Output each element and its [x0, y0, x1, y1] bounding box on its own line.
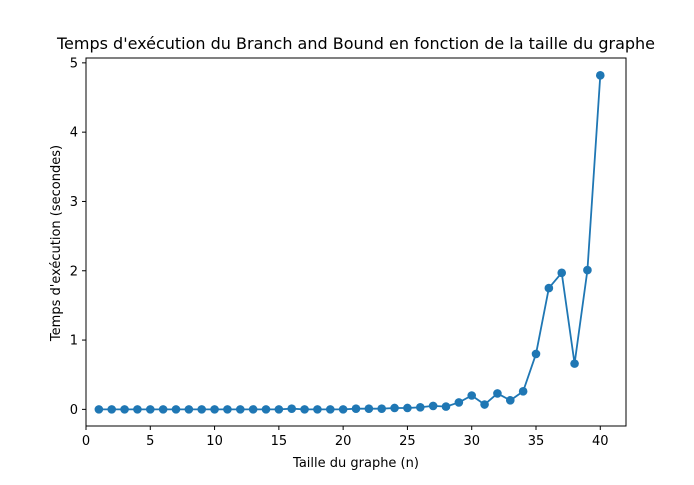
x-tick-label: 0 — [82, 434, 90, 449]
data-point — [133, 405, 142, 414]
y-axis-label: Temps d'exécution (secondes) — [49, 145, 64, 342]
x-tick-label: 10 — [206, 434, 223, 449]
y-tick-label: 0 — [70, 403, 78, 418]
data-point — [583, 265, 592, 275]
data-point — [428, 401, 438, 411]
data-point — [441, 402, 451, 411]
x-tick-label: 30 — [463, 434, 480, 449]
data-point — [415, 402, 425, 412]
data-point — [274, 405, 284, 414]
data-point — [287, 404, 297, 413]
data-point — [197, 405, 207, 414]
data-point — [184, 405, 194, 414]
y-tick-label: 5 — [70, 56, 78, 71]
data-point — [107, 405, 117, 414]
x-tick-label: 35 — [528, 434, 545, 449]
data-point — [223, 405, 232, 414]
data-point — [557, 268, 567, 278]
data-point — [480, 400, 489, 409]
data-point — [403, 403, 412, 413]
x-tick-label: 15 — [271, 434, 288, 449]
plot-area — [94, 71, 605, 414]
data-point — [300, 405, 309, 414]
data-point — [210, 405, 219, 414]
data-point — [261, 405, 271, 414]
x-tick-label: 5 — [146, 434, 154, 449]
data-point — [120, 405, 129, 414]
data-point — [248, 405, 258, 414]
data-point — [338, 405, 348, 414]
x-tick-label: 20 — [335, 434, 352, 449]
x-tick-label: 40 — [592, 434, 609, 449]
y-tick-label: 2 — [70, 264, 78, 279]
data-point — [171, 405, 181, 414]
data-point — [377, 404, 387, 413]
data-point — [531, 349, 541, 359]
y-tick-label: 4 — [70, 126, 78, 141]
data-point — [493, 389, 502, 398]
data-point — [94, 405, 104, 414]
plot-frame — [85, 57, 627, 427]
data-point — [235, 405, 245, 414]
data-point — [364, 404, 374, 413]
data-point — [158, 405, 168, 414]
data-point — [390, 403, 399, 413]
x-axis-label: Taille du graphe (n) — [292, 456, 419, 471]
series-line — [97, 74, 602, 411]
data-point — [544, 283, 554, 293]
chart-title: Temps d'exécution du Branch and Bound en… — [56, 34, 655, 53]
data-point — [454, 398, 464, 407]
data-point — [518, 387, 528, 396]
data-point — [325, 405, 335, 414]
y-tick-label: 3 — [70, 195, 78, 210]
x-tick-label: 25 — [399, 434, 416, 449]
data-point — [467, 391, 477, 400]
data-point — [351, 404, 361, 413]
data-point — [145, 405, 155, 414]
data-point — [595, 71, 605, 80]
data-point — [313, 405, 322, 414]
data-point — [505, 396, 515, 405]
data-point — [570, 359, 579, 368]
y-tick-label: 1 — [70, 334, 78, 349]
axes: 0 5 10 15 20 25 30 35 40 0 1 2 3 4 5 — [70, 56, 627, 449]
